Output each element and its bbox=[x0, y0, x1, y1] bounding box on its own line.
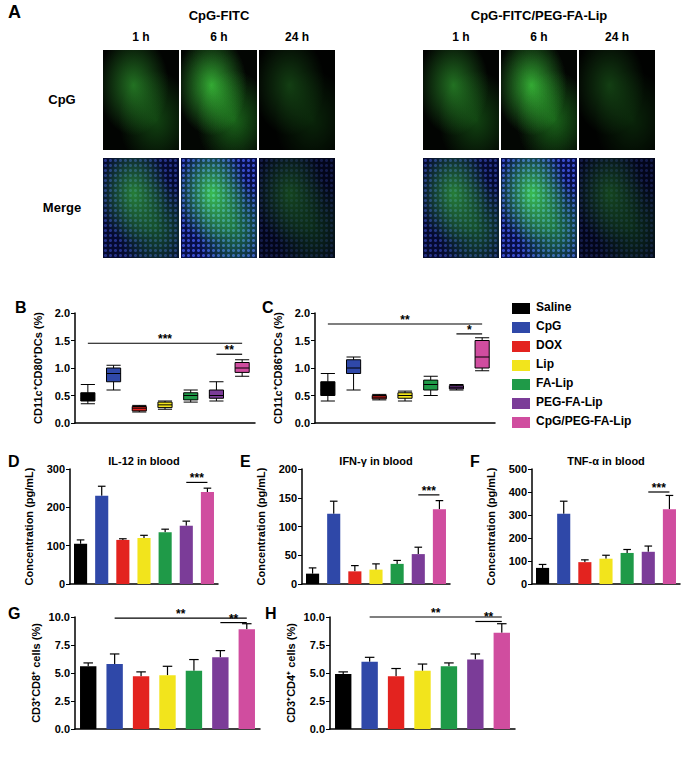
svg-text:*: * bbox=[467, 323, 472, 337]
svg-text:0.5: 0.5 bbox=[295, 390, 310, 402]
svg-text:2.0: 2.0 bbox=[55, 307, 70, 319]
svg-text:5.0: 5.0 bbox=[55, 667, 70, 679]
svg-text:IFN-γ in blood: IFN-γ in blood bbox=[339, 455, 412, 467]
html-text:24 h: 24 h bbox=[605, 30, 629, 44]
svg-text:Concentration (pg/mL): Concentration (pg/mL) bbox=[23, 467, 35, 585]
svg-text:150: 150 bbox=[279, 492, 297, 504]
svg-text:0: 0 bbox=[521, 578, 527, 590]
svg-text:0.0: 0.0 bbox=[55, 417, 70, 429]
html-text:PEG-FA-Lip: PEG-FA-Lip bbox=[536, 395, 603, 409]
html-text:Lip: Lip bbox=[536, 357, 554, 371]
svg-text:300: 300 bbox=[47, 463, 65, 475]
svg-text:0: 0 bbox=[59, 578, 65, 590]
svg-text:10.0: 10.0 bbox=[49, 611, 70, 623]
svg-text:**: ** bbox=[225, 343, 235, 357]
html-text:CpG: CpG bbox=[48, 92, 76, 107]
svg-text:0.0: 0.0 bbox=[295, 417, 310, 429]
svg-text:***: *** bbox=[652, 481, 666, 495]
html-text:6 h: 6 h bbox=[530, 30, 548, 44]
svg-text:200: 200 bbox=[279, 463, 297, 475]
svg-text:TNF-α in blood: TNF-α in blood bbox=[567, 455, 645, 467]
svg-text:F: F bbox=[470, 453, 480, 470]
svg-text:100: 100 bbox=[509, 555, 527, 567]
html-text:Saline: Saline bbox=[536, 300, 572, 314]
svg-text:CD11c⁺CD80⁺DCs (%): CD11c⁺CD80⁺DCs (%) bbox=[32, 312, 44, 424]
svg-text:50: 50 bbox=[285, 549, 297, 561]
svg-text:5.0: 5.0 bbox=[310, 667, 325, 679]
html-text:DOX: DOX bbox=[536, 338, 562, 352]
svg-text:1.5: 1.5 bbox=[55, 335, 70, 347]
svg-text:H: H bbox=[265, 605, 277, 622]
svg-text:**: ** bbox=[484, 610, 494, 624]
svg-text:7.5: 7.5 bbox=[310, 639, 325, 651]
svg-text:400: 400 bbox=[509, 486, 527, 498]
svg-text:C: C bbox=[262, 298, 274, 316]
svg-text:**: ** bbox=[400, 313, 410, 327]
svg-text:Concentration (pg/mL): Concentration (pg/mL) bbox=[485, 467, 497, 585]
svg-text:***: *** bbox=[422, 484, 436, 498]
svg-text:0.0: 0.0 bbox=[310, 723, 325, 735]
svg-text:1.5: 1.5 bbox=[295, 335, 310, 347]
html-text:6 h: 6 h bbox=[210, 30, 228, 44]
svg-text:200: 200 bbox=[509, 532, 527, 544]
svg-text:0.0: 0.0 bbox=[55, 723, 70, 735]
svg-text:***: *** bbox=[158, 332, 172, 346]
html-text:CpG-FITC/PEG-FA-Lip: CpG-FITC/PEG-FA-Lip bbox=[470, 8, 608, 23]
svg-text:10.0: 10.0 bbox=[304, 611, 325, 623]
html-text:CpG-FITC: CpG-FITC bbox=[188, 8, 250, 23]
svg-text:CD3⁺CD8⁺ cells (%): CD3⁺CD8⁺ cells (%) bbox=[30, 623, 42, 723]
svg-text:300: 300 bbox=[509, 509, 527, 521]
html-text:24 h: 24 h bbox=[285, 30, 309, 44]
svg-text:E: E bbox=[240, 453, 251, 470]
svg-text:**: ** bbox=[229, 612, 239, 626]
svg-text:Concentration (pg/mL): Concentration (pg/mL) bbox=[255, 467, 267, 585]
svg-text:***: *** bbox=[190, 471, 204, 485]
html-text:CpG/PEG-FA-Lip: CpG/PEG-FA-Lip bbox=[536, 414, 632, 428]
svg-text:1.0: 1.0 bbox=[295, 362, 310, 374]
svg-text:CD3⁺CD4⁺ cells (%): CD3⁺CD4⁺ cells (%) bbox=[285, 623, 297, 723]
svg-text:G: G bbox=[8, 605, 20, 622]
html-text:FA-Lip: FA-Lip bbox=[536, 376, 574, 390]
svg-text:200: 200 bbox=[47, 501, 65, 513]
svg-text:7.5: 7.5 bbox=[55, 639, 70, 651]
svg-text:2.5: 2.5 bbox=[310, 695, 325, 707]
svg-text:500: 500 bbox=[509, 463, 527, 475]
svg-text:D: D bbox=[8, 453, 20, 470]
html-text:1 h: 1 h bbox=[452, 30, 470, 44]
svg-text:**: ** bbox=[431, 606, 441, 620]
html-text:CpG: CpG bbox=[536, 319, 562, 333]
svg-text:2.0: 2.0 bbox=[295, 307, 310, 319]
html-text:Merge: Merge bbox=[42, 200, 82, 215]
svg-text:CD11c⁺CD86⁺DCs (%): CD11c⁺CD86⁺DCs (%) bbox=[272, 312, 284, 424]
svg-text:2.5: 2.5 bbox=[55, 695, 70, 707]
svg-text:**: ** bbox=[176, 607, 186, 621]
svg-text:IL-12 in blood: IL-12 in blood bbox=[108, 455, 180, 467]
svg-text:100: 100 bbox=[279, 521, 297, 533]
html-text:1 h: 1 h bbox=[132, 30, 150, 44]
html-text:A: A bbox=[8, 2, 21, 22]
svg-text:1.0: 1.0 bbox=[55, 362, 70, 374]
svg-text:100: 100 bbox=[47, 540, 65, 552]
svg-text:B: B bbox=[15, 299, 27, 316]
svg-text:0: 0 bbox=[291, 578, 297, 590]
svg-text:0.5: 0.5 bbox=[55, 390, 70, 402]
